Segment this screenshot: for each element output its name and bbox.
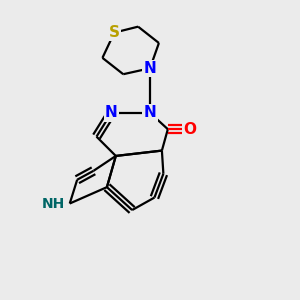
Text: S: S	[109, 25, 120, 40]
Text: NH: NH	[42, 196, 65, 211]
Text: N: N	[144, 105, 156, 120]
Text: N: N	[144, 61, 156, 76]
Text: N: N	[105, 105, 118, 120]
Text: O: O	[184, 122, 196, 137]
